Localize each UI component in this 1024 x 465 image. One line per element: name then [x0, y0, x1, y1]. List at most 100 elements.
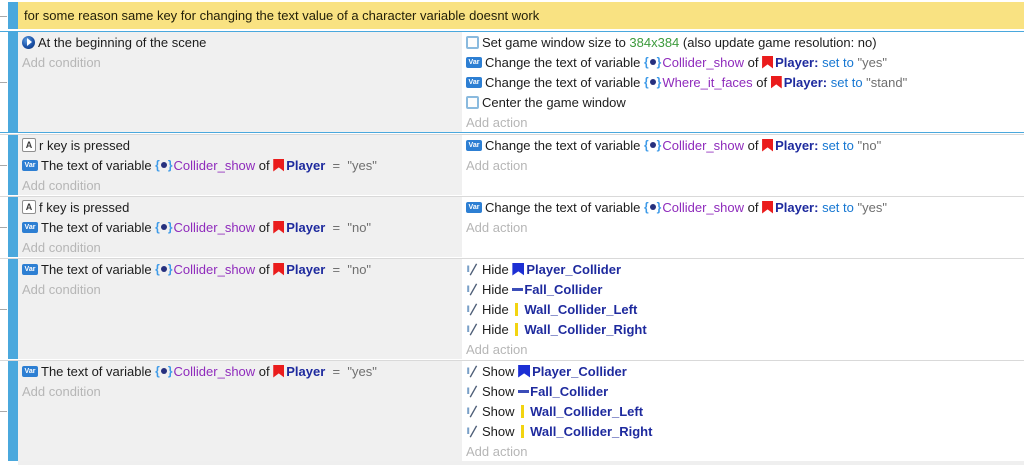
actions-column: Var Change the text of variable {} Collide…	[462, 197, 1024, 257]
text-run: =	[325, 261, 348, 277]
action-line[interactable]: Set game window size to 384x384 (also up…	[466, 32, 1024, 52]
text-run: of	[744, 137, 763, 153]
event-row: At the beginning of the scene Add conditi…	[0, 31, 1024, 133]
text-run: Player_Collider	[526, 261, 622, 277]
tree-gutter	[0, 361, 8, 461]
add-condition-button[interactable]: Add condition	[22, 281, 101, 297]
text-run: "yes"	[347, 363, 377, 379]
action-line[interactable]: Show Wall_Collider_Left	[466, 401, 1024, 421]
text-run: Hide	[482, 301, 513, 317]
text-run: Wall_Collider_Left	[524, 301, 638, 317]
text-run: of	[255, 261, 274, 277]
actions-column: Hide Player_Collider Hide Fall_Collider Hi…	[462, 259, 1024, 359]
event-row: Var The text of variable {} Collider_show …	[0, 258, 1024, 359]
event-drag-strip[interactable]	[8, 32, 18, 132]
text-run: of	[752, 74, 771, 90]
add-condition-button[interactable]: Add condition	[22, 239, 101, 255]
action-line[interactable]: Hide Player_Collider	[466, 259, 1024, 279]
visibility-icon	[466, 384, 478, 398]
player-flag-icon	[273, 364, 285, 378]
text-run: Player	[286, 219, 326, 235]
add-action-button[interactable]: Add action	[466, 443, 528, 459]
action-line[interactable]: Var Change the text of variable {} Collide…	[466, 52, 1024, 72]
var-badge-icon: Var	[22, 263, 38, 275]
text-run: Change the text of variable	[485, 74, 644, 90]
window-icon	[466, 35, 479, 49]
text-run: Player_Collider	[532, 363, 627, 379]
text-run: Set game window size to	[482, 34, 630, 50]
action-line[interactable]: Hide Fall_Collider	[466, 279, 1024, 299]
condition-line[interactable]: Var The text of variable {} Collider_show …	[22, 217, 462, 237]
action-line[interactable]: Var Change the text of variable {} Collide…	[466, 135, 1024, 155]
text-run: "stand"	[866, 74, 908, 90]
action-line[interactable]: Hide Wall_Collider_Right	[466, 319, 1024, 339]
player-flag-icon	[273, 158, 285, 172]
text-run: Show	[482, 383, 519, 399]
conditions-column: Var The text of variable {} Collider_show …	[18, 361, 462, 461]
text-run: Collider_show	[173, 157, 256, 173]
player-collider-icon	[518, 364, 531, 378]
text-run: Collider_show	[173, 261, 256, 277]
text-run: Change the text of variable	[485, 54, 644, 70]
event-drag-strip[interactable]	[8, 361, 18, 461]
text-run: Player	[286, 363, 326, 379]
add-action-button[interactable]: Add action	[466, 341, 528, 357]
add-condition-button[interactable]: Add condition	[22, 177, 101, 193]
event-drag-strip[interactable]	[8, 135, 18, 195]
var-badge-icon: Var	[466, 76, 482, 88]
action-line[interactable]: Center the game window	[466, 92, 1024, 112]
text-run: "no"	[347, 219, 372, 235]
text-run: f key is pressed	[39, 199, 130, 215]
event-drag-strip[interactable]	[8, 2, 18, 29]
player-flag-icon	[762, 55, 774, 69]
comment-block[interactable]: for some reason same key for changing th…	[18, 2, 1024, 29]
visibility-icon	[466, 364, 478, 378]
text-run: The text of variable	[41, 363, 156, 379]
add-condition-button[interactable]: Add condition	[22, 54, 101, 70]
var-badge-icon: Var	[22, 365, 38, 377]
text-run: Fall_Collider	[530, 383, 609, 399]
action-line[interactable]: Var Change the text of variable {} Where_i…	[466, 72, 1024, 92]
event-drag-strip[interactable]	[8, 259, 18, 359]
text-run: Collider_show	[173, 363, 256, 379]
wall-collider-icon	[521, 424, 525, 438]
visibility-icon	[466, 322, 478, 336]
add-action-button[interactable]: Add action	[466, 157, 528, 173]
action-line[interactable]: Hide Wall_Collider_Left	[466, 299, 1024, 319]
event-drag-strip[interactable]	[8, 197, 18, 257]
text-run: Wall_Collider_Right	[524, 321, 647, 337]
variable-icon: {}	[644, 200, 662, 214]
action-line[interactable]: Show Fall_Collider	[466, 381, 1024, 401]
condition-line[interactable]: Var The text of variable {} Collider_show …	[22, 259, 462, 279]
player-flag-icon	[273, 220, 285, 234]
text-run: of	[744, 199, 763, 215]
action-line[interactable]: Var Change the text of variable {} Collide…	[466, 197, 1024, 217]
visibility-icon	[466, 302, 478, 316]
text-run: set to	[822, 137, 854, 153]
var-badge-icon: Var	[22, 159, 38, 171]
add-action-button[interactable]: Add action	[466, 219, 528, 235]
scene-start-icon	[22, 35, 35, 49]
text-run: Player:	[775, 54, 819, 70]
text-run: of	[255, 157, 274, 173]
fall-collider-icon	[518, 389, 530, 393]
condition-line[interactable]: At the beginning of the scene	[22, 32, 462, 52]
condition-line[interactable]: Var The text of variable {} Collider_show …	[22, 155, 462, 175]
visibility-icon	[466, 404, 478, 418]
text-run: Fall_Collider	[524, 281, 603, 297]
text-run: The text of variable	[41, 157, 156, 173]
text-run: =	[325, 157, 348, 173]
text-run: =	[325, 219, 348, 235]
text-run: Player:	[775, 199, 819, 215]
text-run: Collider_show	[662, 137, 744, 153]
condition-line[interactable]: Var The text of variable {} Collider_show …	[22, 361, 462, 381]
add-condition-button[interactable]: Add condition	[22, 383, 101, 399]
action-line[interactable]: Show Player_Collider	[466, 361, 1024, 381]
action-line[interactable]: Show Wall_Collider_Right	[466, 421, 1024, 441]
add-action-button[interactable]: Add action	[466, 114, 528, 130]
